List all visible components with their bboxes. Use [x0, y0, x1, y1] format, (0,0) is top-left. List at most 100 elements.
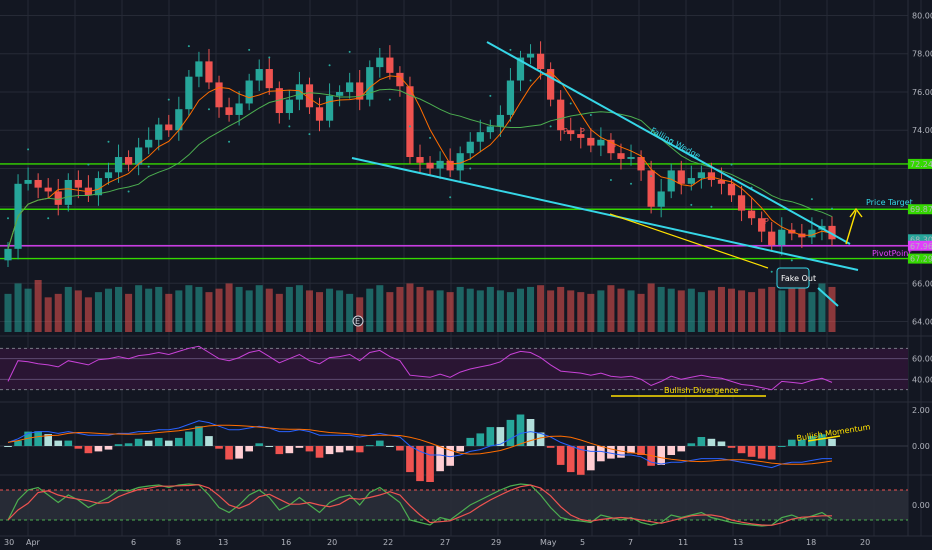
psar-dot	[810, 198, 813, 201]
volume-bar	[587, 293, 595, 332]
volume-bar	[205, 292, 213, 332]
candle-body	[446, 160, 454, 171]
macd-histogram-bar	[767, 446, 776, 460]
macd-histogram-bar	[54, 440, 63, 446]
psar-dot	[529, 79, 532, 82]
candle-body	[557, 99, 565, 131]
volume-bar	[24, 288, 32, 332]
bullish-divergence-label: Bullish Divergence	[664, 386, 739, 395]
volume-bar	[456, 286, 464, 332]
macd-histogram-bar	[486, 427, 495, 446]
candle-body	[727, 183, 736, 196]
candle-body	[758, 218, 766, 232]
candle-body	[135, 147, 143, 165]
momentum-line[interactable]	[807, 435, 841, 442]
rsi-axis-label: 60.00	[912, 355, 932, 364]
fake-out-label: Fake Out	[781, 274, 816, 283]
candle-body	[175, 109, 183, 131]
time-axis-label: 11	[678, 538, 688, 547]
macd-histogram-bar	[124, 443, 133, 446]
earnings-marker-label: E	[355, 317, 360, 326]
volume-bar	[768, 286, 776, 332]
fakeout-trend-line[interactable]	[609, 213, 769, 269]
candle-body	[54, 191, 62, 205]
candle-body	[305, 84, 314, 108]
psar-dot	[831, 207, 833, 210]
candle-body	[335, 91, 344, 96]
time-axis-label: 8	[176, 538, 181, 547]
volume-bar	[64, 286, 72, 332]
time-axis-label: 5	[580, 538, 585, 547]
volume-trend-line[interactable]	[817, 287, 839, 307]
candle-body	[235, 103, 243, 115]
psar-dot	[127, 190, 130, 193]
candle-body	[808, 229, 816, 238]
candle-body	[637, 157, 645, 171]
macd-histogram-bar	[175, 437, 183, 446]
earnings-marker-icon[interactable]	[352, 315, 364, 327]
volume-bar	[125, 293, 133, 332]
macd-axis-label: 0.00	[912, 442, 930, 451]
psar-dot	[268, 56, 271, 59]
macd-histogram-bar	[536, 432, 545, 446]
candle-body	[516, 57, 525, 81]
volume-bar	[486, 286, 494, 332]
volume-bar	[557, 286, 565, 332]
volume-bar	[386, 292, 394, 332]
macd-histogram-bar	[14, 440, 22, 446]
moving-average-slow	[7, 88, 833, 249]
psar-dot	[489, 94, 492, 97]
time-axis-label: 20	[327, 538, 337, 547]
candle-body	[386, 57, 394, 73]
candle-body	[145, 139, 153, 148]
pattern-marker-label: P	[580, 127, 585, 136]
macd-histogram-bar	[747, 446, 756, 457]
volume-bar	[527, 286, 535, 332]
volume-bar	[145, 288, 153, 332]
macd-histogram-bar	[134, 438, 143, 446]
volume-bar	[315, 292, 324, 332]
psar-dot	[650, 175, 653, 178]
psar-dot	[569, 102, 572, 105]
candle-body	[768, 231, 776, 246]
fake-out-box[interactable]	[776, 267, 810, 289]
macd-histogram-bar	[787, 439, 796, 446]
macd-histogram-bar	[436, 446, 444, 472]
macd-histogram-bar	[315, 446, 324, 458]
macd-histogram-bar	[295, 446, 304, 448]
price-target-arrow[interactable]	[845, 210, 857, 245]
macd-histogram-bar	[597, 446, 605, 462]
candle-body	[346, 82, 354, 92]
time-axis-label: 16	[281, 538, 291, 547]
volume-bar	[366, 288, 374, 332]
wedge-lower-line[interactable]	[351, 157, 859, 271]
candle-body	[315, 107, 324, 121]
macd-histogram-bar	[627, 446, 635, 454]
volume-bar	[627, 290, 635, 332]
candle-body	[607, 139, 615, 154]
candle-body	[165, 124, 173, 131]
volume-bar	[818, 283, 826, 332]
macd-histogram-bar	[546, 446, 555, 448]
price-badge-label: 67.29	[910, 255, 932, 264]
candle-body	[707, 172, 716, 180]
price-badge-label: 69.87	[910, 205, 932, 214]
wedge-upper-line[interactable]	[486, 41, 851, 245]
psar-dot	[509, 48, 512, 51]
volume-bar	[426, 290, 434, 332]
volume-bar	[84, 297, 92, 332]
price-badge	[908, 240, 932, 251]
psar-dot	[549, 125, 552, 128]
psar-dot	[670, 138, 673, 141]
candle-body	[577, 134, 585, 138]
candle-body	[124, 157, 133, 165]
volume-bar	[547, 290, 555, 332]
time-axis-label: 7	[628, 538, 633, 547]
volume-bar	[215, 288, 223, 332]
candle-body	[677, 170, 685, 184]
macd-histogram-bar	[506, 419, 515, 446]
pivot-point-label: PivotPoint	[872, 249, 912, 258]
macd-histogram-bar	[607, 446, 615, 459]
